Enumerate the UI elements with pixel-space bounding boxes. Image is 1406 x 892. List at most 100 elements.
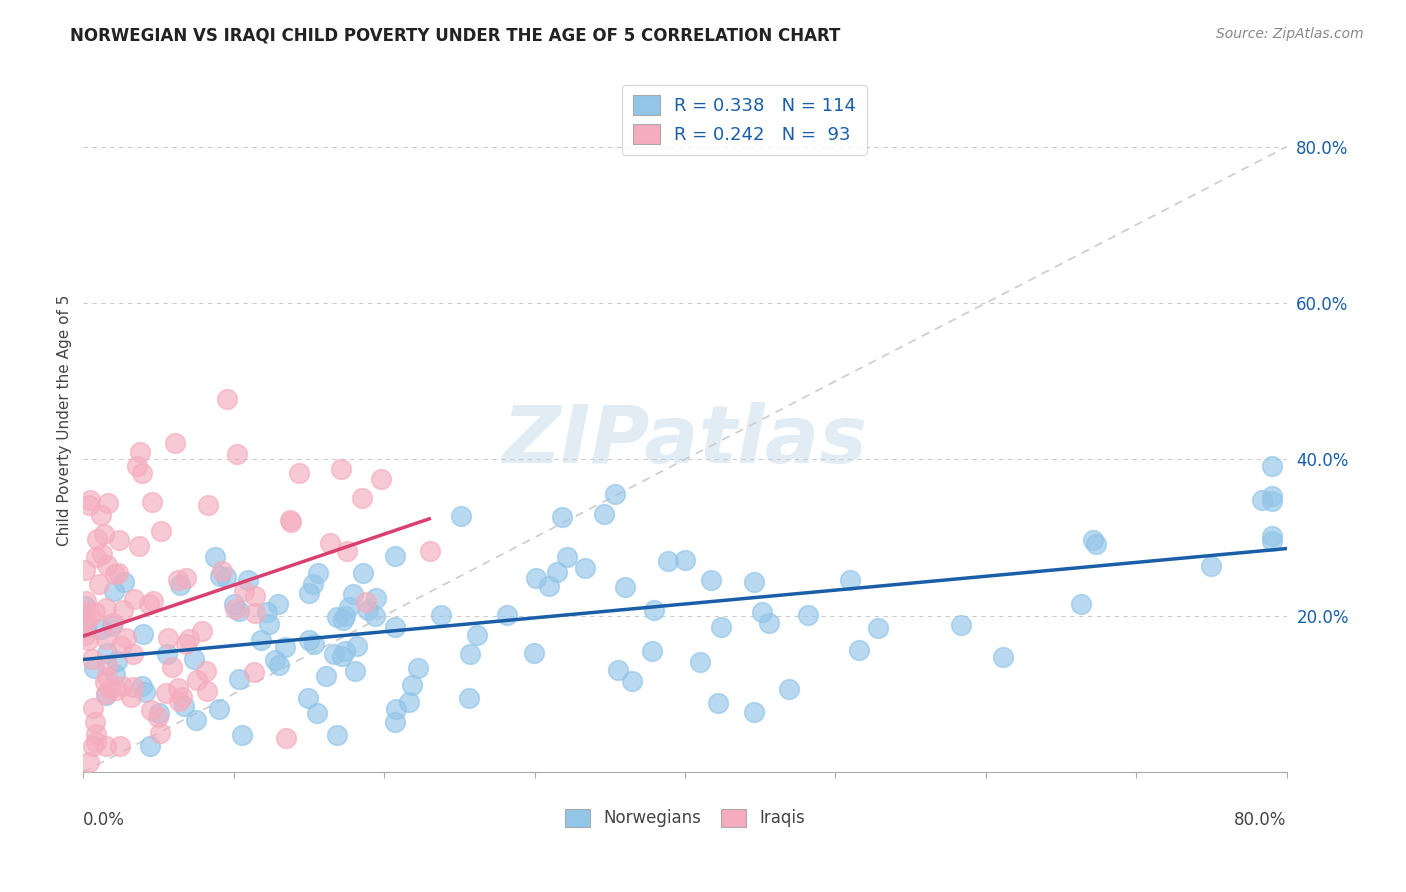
Point: [346, 639, 368, 653]
Point: [97, 496, 120, 510]
Point: [120, 690, 142, 705]
Point: [169, 578, 191, 592]
Point: [141, 495, 163, 509]
Point: [197, 498, 219, 512]
Point: [406, 661, 429, 675]
Text: 80.0%: 80.0%: [1234, 811, 1286, 829]
Point: [195, 684, 218, 698]
Point: [139, 703, 162, 717]
Text: ZIPatlas: ZIPatlas: [502, 402, 868, 481]
Point: [1260, 459, 1282, 474]
Point: [134, 685, 156, 699]
Point: [166, 573, 188, 587]
Point: [104, 667, 127, 681]
Point: [326, 728, 349, 742]
Point: [274, 731, 297, 745]
Point: [208, 702, 231, 716]
Point: [370, 472, 392, 486]
Point: [751, 605, 773, 619]
Point: [467, 628, 489, 642]
Point: [215, 570, 238, 584]
Point: [613, 580, 636, 594]
Point: [155, 686, 177, 700]
Point: [89, 576, 111, 591]
Point: [111, 603, 134, 617]
Point: [94, 632, 117, 646]
Point: [710, 620, 733, 634]
Point: [166, 681, 188, 695]
Point: [354, 595, 377, 609]
Point: [73, 599, 96, 614]
Point: [79, 492, 101, 507]
Point: [170, 690, 193, 704]
Point: [156, 647, 179, 661]
Point: [950, 618, 973, 632]
Point: [256, 605, 278, 619]
Point: [297, 690, 319, 705]
Point: [101, 615, 124, 630]
Point: [243, 606, 266, 620]
Point: [298, 632, 321, 647]
Point: [401, 678, 423, 692]
Point: [551, 510, 574, 524]
Point: [620, 673, 643, 688]
Point: [173, 698, 195, 713]
Point: [75, 594, 97, 608]
Point: [75, 621, 97, 635]
Point: [75, 613, 97, 627]
Point: [174, 571, 197, 585]
Point: [866, 621, 889, 635]
Point: [217, 392, 239, 407]
Point: [90, 622, 112, 636]
Point: [79, 609, 101, 624]
Point: [90, 548, 112, 562]
Point: [778, 681, 800, 696]
Point: [264, 653, 287, 667]
Point: [991, 649, 1014, 664]
Point: [163, 435, 186, 450]
Point: [84, 727, 107, 741]
Point: [115, 631, 138, 645]
Point: [574, 561, 596, 575]
Point: [342, 587, 364, 601]
Point: [103, 584, 125, 599]
Point: [104, 683, 127, 698]
Point: [555, 550, 578, 565]
Point: [1083, 533, 1105, 547]
Point: [98, 681, 121, 696]
Point: [157, 632, 180, 646]
Point: [83, 661, 105, 675]
Point: [122, 591, 145, 606]
Point: [179, 632, 201, 646]
Point: [1251, 493, 1274, 508]
Point: [304, 637, 326, 651]
Point: [592, 507, 614, 521]
Point: [742, 574, 765, 589]
Point: [186, 673, 208, 687]
Point: [384, 715, 406, 730]
Point: [139, 739, 162, 753]
Point: [142, 594, 165, 608]
Point: [1260, 529, 1282, 543]
Point: [1199, 558, 1222, 573]
Point: [233, 584, 256, 599]
Point: [148, 706, 170, 720]
Point: [84, 605, 107, 619]
Point: [122, 647, 145, 661]
Point: [149, 524, 172, 538]
Point: [83, 715, 105, 730]
Point: [352, 491, 374, 506]
Point: [259, 616, 281, 631]
Point: [318, 536, 340, 550]
Point: [208, 568, 231, 582]
Point: [364, 609, 387, 624]
Point: [194, 664, 217, 678]
Point: [657, 554, 679, 568]
Point: [183, 652, 205, 666]
Point: [104, 567, 127, 582]
Point: [706, 696, 728, 710]
Point: [269, 658, 291, 673]
Point: [689, 655, 711, 669]
Point: [84, 550, 107, 565]
Point: [80, 652, 103, 666]
